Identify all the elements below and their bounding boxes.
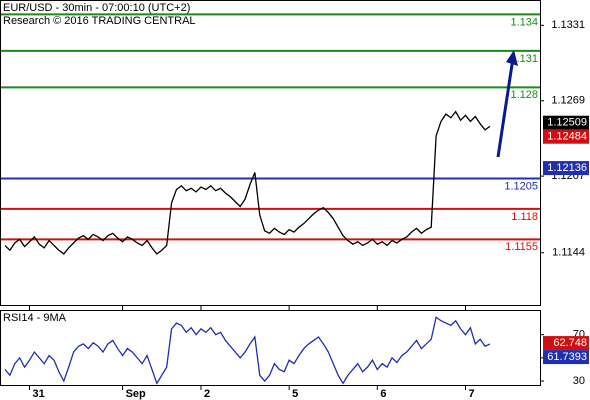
rsi-title: RSI14 - 9MA: [3, 312, 67, 324]
price-tag-label: 1.12509: [547, 117, 587, 129]
series-line: [4, 110, 491, 255]
price-tag-label: 1.12136: [547, 162, 587, 174]
rsi-panel: [0, 310, 541, 386]
x-tick-label: 6: [380, 388, 386, 400]
x-tick-label: 31: [32, 388, 44, 400]
level-label: 1.128: [510, 89, 538, 101]
y-tick-label: 1.1144: [552, 247, 585, 259]
y-tick-label: 1.1269: [551, 95, 585, 107]
price-tag: [543, 115, 589, 130]
chart-title: EUR/USD - 30min - 07:00:10 (UTC+2): [3, 2, 190, 14]
series-line: [4, 316, 491, 385]
price-tag: [543, 350, 589, 365]
level-label: 1.118: [511, 211, 538, 223]
forecast-arrow: [496, 57, 515, 158]
level-label: 1.131: [510, 53, 538, 65]
price-panel: [0, 0, 541, 306]
chart-subtitle: Research © 2016 TRADING CENTRAL: [3, 15, 196, 27]
x-tick-label: 2: [204, 388, 210, 400]
x-tick-label: Sep: [126, 388, 146, 400]
price-tag: [543, 161, 589, 176]
x-tick-label: 7: [469, 388, 475, 400]
level-label: 1.1205: [504, 180, 538, 192]
price-tag-label: 61.7393: [547, 351, 587, 363]
y-tick-label: 30: [573, 375, 585, 387]
level-label: 1.1155: [505, 241, 538, 253]
price-tag-label: 62.748: [553, 337, 587, 349]
level-label: 1.134: [510, 16, 538, 28]
price-tag: [543, 129, 589, 144]
price-tag-label: 1.12484: [547, 131, 587, 143]
x-tick-label: 5: [292, 388, 298, 400]
price-tag: [543, 336, 589, 351]
y-tick-label: 1.1331: [551, 19, 585, 31]
forecast-arrowhead: [506, 50, 518, 66]
